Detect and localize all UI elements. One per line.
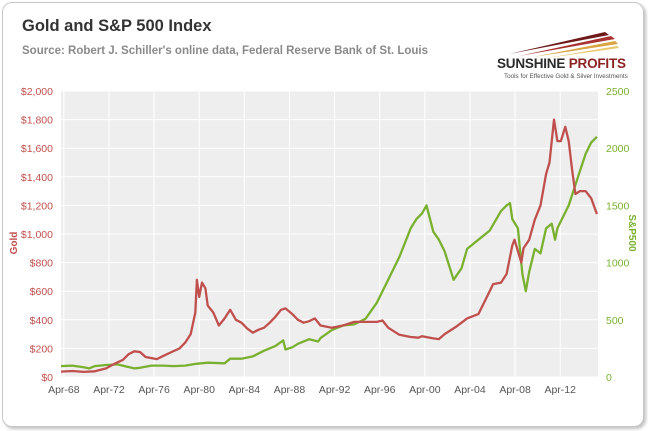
x-tick-label: Apr-96 <box>364 384 396 396</box>
x-tick-label: Apr-84 <box>229 384 261 396</box>
series-line-gold <box>60 118 598 374</box>
right-tick-label: 0 <box>606 372 612 384</box>
left-axis-label: Gold <box>9 232 20 255</box>
x-tick-label: Apr-72 <box>93 384 125 396</box>
x-tick-label: Apr-68 <box>48 384 80 396</box>
left-tick-label: $1,000 <box>21 229 53 241</box>
left-tick-label: $400 <box>30 315 54 327</box>
x-tick-label: Apr-92 <box>319 384 351 396</box>
x-tick-label: Apr-08 <box>499 384 531 396</box>
left-tick-label: $0 <box>41 372 53 384</box>
series-line-sp500 <box>60 135 598 370</box>
x-tick-label: Apr-80 <box>183 384 215 396</box>
left-tick-label: $200 <box>30 343 54 355</box>
left-tick-label: $1,400 <box>21 172 53 184</box>
left-tick-label: $1,200 <box>21 200 53 212</box>
left-tick-label: $2,000 <box>21 86 53 98</box>
x-tick-label: Apr-00 <box>409 384 441 396</box>
right-axis-label: S&P500 <box>626 214 637 252</box>
left-tick-label: $1,600 <box>21 143 53 155</box>
x-tick-label: Apr-88 <box>274 384 306 396</box>
x-tick-label: Apr-12 <box>544 384 576 396</box>
logo-name: SUNSHINE PROFITS <box>497 56 626 71</box>
sunshine-profits-logo: SUNSHINE PROFITS Tools for Effective Gol… <box>497 26 628 90</box>
chart-subtitle: Source: Robert J. Schiller's online data… <box>22 45 428 57</box>
left-tick-label: $1,800 <box>21 115 53 127</box>
right-tick-label: 2500 <box>606 86 630 98</box>
right-axis-ticks: 0 500 1000 1500 2000 2500 <box>606 86 630 384</box>
logo-tagline: Tools for Effective Gold & Silver Invest… <box>504 73 628 80</box>
chart-title: Gold and S&P 500 Index <box>22 17 212 35</box>
right-tick-label: 1000 <box>606 258 630 270</box>
left-tick-label: $800 <box>30 258 54 270</box>
left-axis-ticks: $0 $200 $400 $600 $800 $1,000 $1,200 $1,400 $1,6… <box>21 86 53 384</box>
x-axis-ticks: Apr-68 Apr-72 Apr-76 Apr-80 Apr-84 Apr-88 Apr-… <box>48 384 576 396</box>
right-tick-label: 1500 <box>606 200 630 212</box>
left-tick-label: $600 <box>30 286 54 298</box>
sun-rays-icon <box>509 32 619 58</box>
x-tick-label: Apr-76 <box>138 384 170 396</box>
gridlines <box>61 90 598 378</box>
x-tick-label: Apr-04 <box>454 384 486 396</box>
right-tick-label: 2000 <box>606 143 630 155</box>
right-tick-label: 500 <box>606 315 624 327</box>
